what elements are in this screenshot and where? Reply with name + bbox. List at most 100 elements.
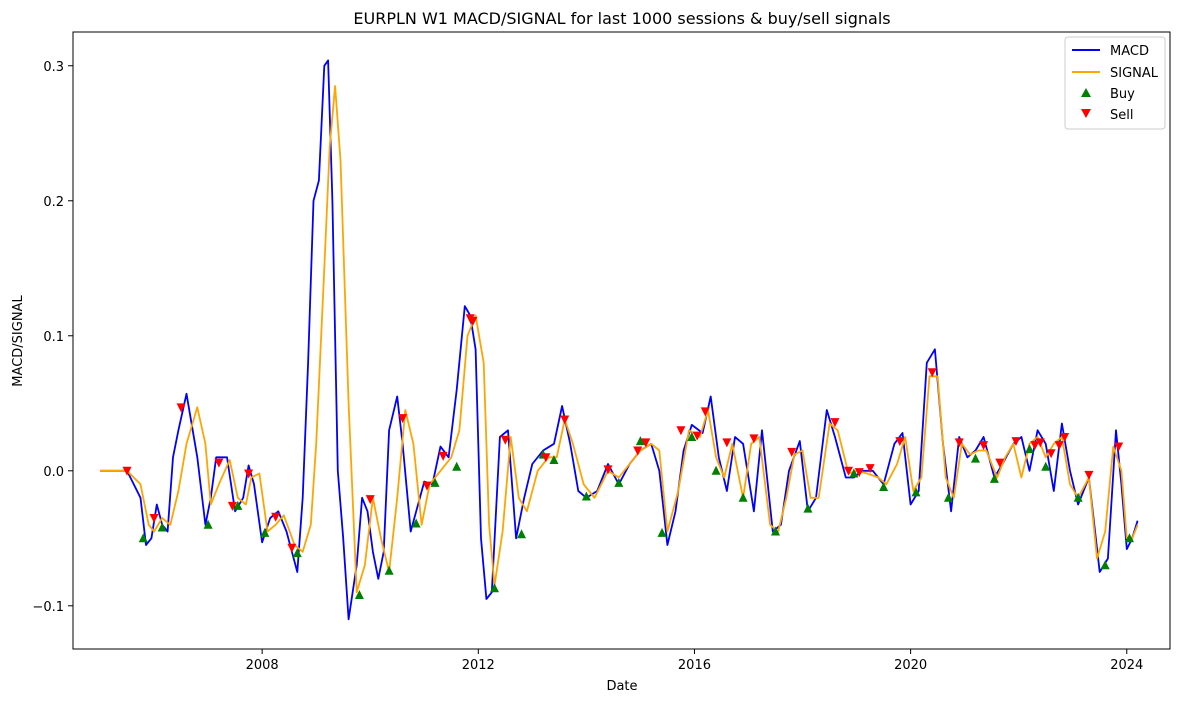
legend-buy-label: Buy (1110, 87, 1135, 102)
y-axis: −0.1 0.0 0.1 0.2 0.3 (32, 60, 73, 615)
buy-marker (738, 492, 748, 502)
legend-macd-label: MACD (1110, 44, 1149, 59)
sell-marker (398, 414, 408, 424)
x-tick-label: 2016 (678, 658, 711, 673)
buy-marker (687, 432, 697, 442)
sell-marker (214, 458, 224, 468)
sell-marker (954, 438, 964, 448)
buy-marker (354, 589, 364, 599)
buy-marker (989, 473, 999, 483)
buy-marker (138, 533, 148, 543)
sell-marker (927, 368, 937, 378)
buy-marker (614, 477, 624, 487)
legend-signal-label: SIGNAL (1110, 66, 1159, 81)
sell-marker (749, 434, 759, 444)
buy-marker (1073, 492, 1083, 502)
sell-marker (1060, 433, 1070, 443)
y-tick-label: 0.1 (43, 330, 64, 345)
series-signal-line (100, 85, 1139, 594)
buy-marker (911, 487, 921, 497)
buy-marker (411, 518, 421, 528)
legend-sell-swatch (1081, 109, 1091, 118)
sell-marker (787, 447, 797, 457)
buy-marker (549, 454, 559, 464)
buy-marker (849, 468, 859, 478)
y-tick-label: 0.0 (43, 465, 64, 480)
sell-marker (676, 426, 686, 436)
sell-marker (227, 501, 237, 511)
chart-title: EURPLN W1 MACD/SIGNAL for last 1000 sess… (353, 9, 890, 28)
sell-marker (1046, 449, 1056, 459)
sell-marker (1114, 442, 1124, 452)
plot-background (73, 32, 1170, 649)
plot-area (72, 31, 1171, 650)
buy-marker (260, 527, 270, 537)
buy-marker (771, 526, 781, 536)
buy-marker (452, 461, 462, 471)
plot-frame (72, 31, 1171, 650)
buy-marker (970, 453, 980, 463)
sell-marker (995, 458, 1005, 468)
sell-marker (468, 316, 478, 326)
sell-marker (122, 466, 132, 476)
sell-marker (541, 453, 551, 463)
sell-marker (843, 466, 853, 476)
x-axis-label: Date (606, 679, 637, 694)
sell-marker (271, 512, 281, 522)
x-axis: 2008 2012 2016 2020 2024 (246, 649, 1143, 673)
sell-marker (149, 514, 159, 524)
sell-marker (700, 407, 710, 417)
buy-marker (430, 477, 440, 487)
legend: MACD SIGNAL Buy Sell (1064, 36, 1166, 130)
x-tick-label: 2012 (462, 658, 495, 673)
sell-marker (895, 437, 905, 447)
y-tick-label: 0.3 (43, 60, 64, 75)
sell-marker (603, 465, 613, 475)
sell-marker (641, 438, 651, 448)
buy-marker (1024, 444, 1034, 454)
signal-markers (122, 314, 1134, 599)
buy-marker (517, 529, 527, 539)
x-tick-label: 2008 (246, 658, 279, 673)
buy-marker (490, 583, 500, 593)
buy-marker (292, 548, 302, 558)
sell-marker (438, 451, 448, 461)
sell-marker (1084, 470, 1094, 480)
sell-marker (633, 446, 643, 456)
sell-marker (560, 415, 570, 425)
buy-marker (657, 527, 667, 537)
legend-sell-label: Sell (1110, 108, 1133, 123)
sell-marker (1011, 437, 1021, 447)
buy-marker (581, 491, 591, 501)
buy-marker (384, 565, 394, 575)
sell-marker (365, 495, 375, 505)
y-tick-label: −0.1 (32, 600, 64, 615)
sell-marker (692, 431, 702, 441)
sell-marker (1030, 441, 1040, 451)
sell-marker (1035, 438, 1045, 448)
buy-marker (233, 500, 243, 510)
buy-marker (879, 481, 889, 491)
sell-marker (830, 418, 840, 428)
sell-marker (722, 438, 732, 448)
sell-marker (865, 464, 875, 474)
y-axis-label: MACD/SIGNAL (11, 295, 26, 387)
sell-marker (979, 441, 989, 451)
x-tick-label: 2024 (1110, 658, 1143, 673)
sell-marker (422, 481, 432, 491)
buy-marker (635, 436, 645, 446)
buy-marker (711, 465, 721, 475)
legend-buy-swatch (1081, 88, 1091, 97)
sell-marker (1054, 441, 1064, 451)
buy-marker (1124, 533, 1134, 543)
buy-marker (157, 522, 167, 532)
sell-marker (287, 543, 297, 553)
buy-marker (1041, 461, 1051, 471)
sell-marker (176, 403, 186, 413)
sell-marker (244, 469, 254, 479)
buy-marker (203, 519, 213, 529)
sell-marker (500, 435, 510, 445)
y-tick-label: 0.2 (43, 195, 64, 210)
sell-marker (854, 468, 864, 478)
